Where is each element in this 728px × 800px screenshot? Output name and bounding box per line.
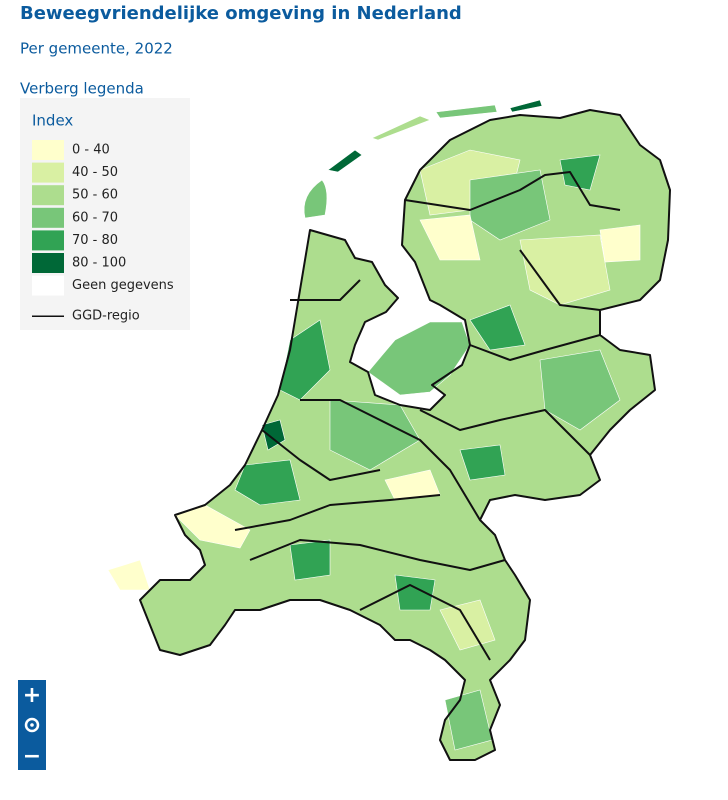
region (419, 214, 481, 261)
island (509, 99, 543, 113)
zoom-in-label: + (23, 683, 41, 708)
region (107, 559, 151, 591)
island (435, 104, 498, 119)
legend-label: 80 - 100 (72, 256, 126, 271)
reset-icon-dot (30, 723, 34, 727)
legend-swatch (32, 140, 64, 160)
legend-title: Index (32, 112, 73, 130)
ggd-boundary (234, 171, 621, 661)
region (459, 444, 506, 481)
region (469, 304, 526, 351)
region (599, 224, 641, 263)
reset-icon (24, 717, 40, 733)
legend: Index 0 - 40 40 - 50 50 - 60 60 - 70 70 - 80… (20, 98, 190, 330)
legend-label: 60 - 70 (72, 210, 118, 225)
legend-label: 70 - 80 (72, 233, 118, 248)
region (519, 234, 611, 306)
region (469, 169, 551, 241)
ggd-boundary (139, 109, 671, 761)
zoom-controls: + − (18, 680, 46, 770)
legend-toggle[interactable]: Verberg legenda (20, 80, 144, 98)
legend-boundary-label: GGD-regio (72, 309, 140, 324)
region (329, 399, 421, 471)
legend-swatch (32, 162, 64, 183)
island (327, 149, 363, 173)
map (107, 99, 671, 761)
island (303, 179, 328, 219)
legend-swatch (32, 185, 64, 206)
region (234, 459, 301, 506)
region (289, 539, 331, 581)
legend-label: 40 - 50 (72, 165, 118, 180)
legend-swatch (32, 207, 64, 228)
legend-swatch (32, 230, 64, 251)
region (394, 574, 436, 611)
island (371, 115, 431, 141)
region (559, 154, 601, 191)
zoom-out-button[interactable] (18, 740, 46, 770)
region (539, 349, 621, 431)
legend-label: Geen gegevens (72, 278, 174, 293)
zoom-in-button[interactable] (18, 680, 46, 710)
legend-label: 50 - 60 (72, 188, 118, 203)
region (439, 599, 496, 651)
title: Beweegvriendelijke omgeving in Nederland (20, 3, 462, 24)
legend-label: 0 - 40 (72, 143, 110, 158)
legend-swatch (32, 253, 64, 273)
legend-swatch (32, 275, 64, 296)
subtitle: Per gemeente, 2022 (20, 40, 173, 58)
zoom-out-label: − (23, 744, 41, 769)
